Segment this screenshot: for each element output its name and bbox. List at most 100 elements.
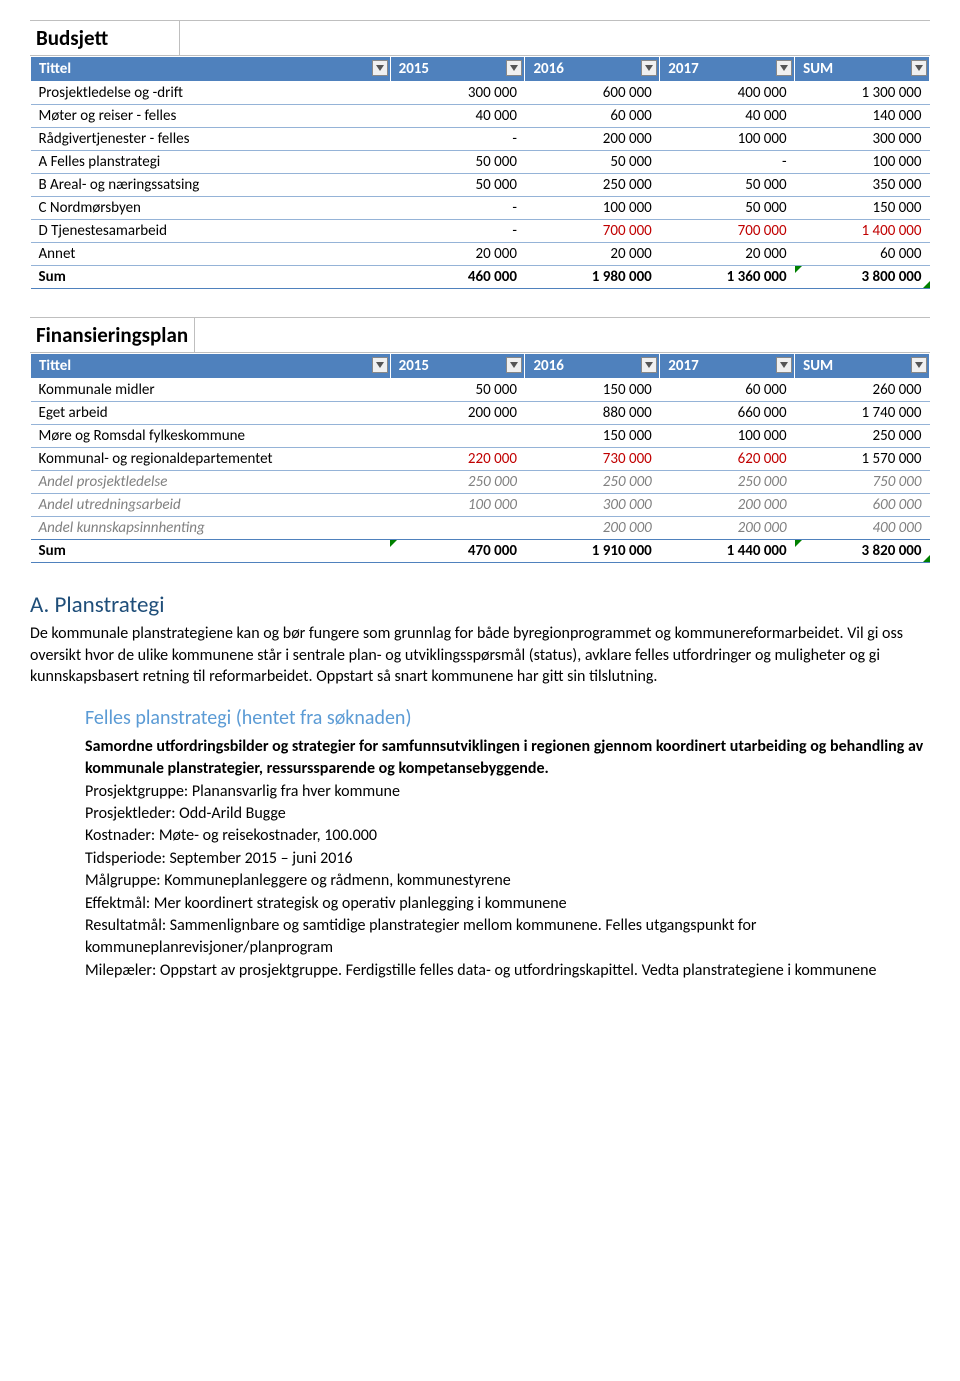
table-cell: 1 980 000 xyxy=(525,266,660,289)
table-cell: Prosjektledelse og -drift xyxy=(31,82,391,105)
table-cell: 60 000 xyxy=(795,243,930,266)
table-cell: Annet xyxy=(31,243,391,266)
section-paragraph: De kommunale planstrategiene kan og bør … xyxy=(30,623,930,688)
bold-intro: Samordne utfordringsbilder og strategier… xyxy=(85,736,930,781)
column-header[interactable]: 2017 xyxy=(660,57,795,82)
table-row: Sum470 0001 910 0001 440 0003 820 000 xyxy=(31,540,930,563)
filter-dropdown-icon[interactable] xyxy=(372,357,388,373)
table-cell: 20 000 xyxy=(390,243,525,266)
table-cell: Kommunal- og regionaldepartementet xyxy=(31,448,391,471)
table-cell: 260 000 xyxy=(795,379,930,402)
table-cell: 700 000 xyxy=(660,220,795,243)
table-row: Kommunale midler50 000150 00060 000260 0… xyxy=(31,379,930,402)
table-cell: 1 910 000 xyxy=(525,540,660,563)
table-cell: 1 300 000 xyxy=(795,82,930,105)
detail-line: Milepæler: Oppstart av prosjektgruppe. F… xyxy=(85,960,930,982)
filter-dropdown-icon[interactable] xyxy=(776,357,792,373)
filter-dropdown-icon[interactable] xyxy=(506,357,522,373)
section-heading: A. Planstrategi xyxy=(30,591,930,619)
table-cell: 220 000 xyxy=(390,448,525,471)
column-header[interactable]: SUM xyxy=(795,57,930,82)
table-cell: 250 000 xyxy=(525,471,660,494)
table-cell: 150 000 xyxy=(795,197,930,220)
table-cell: 150 000 xyxy=(525,425,660,448)
table-cell: 250 000 xyxy=(795,425,930,448)
column-header[interactable]: 2016 xyxy=(525,57,660,82)
table-cell: 300 000 xyxy=(795,128,930,151)
table-cell: Andel utredningsarbeid xyxy=(31,494,391,517)
filter-dropdown-icon[interactable] xyxy=(911,60,927,76)
filter-dropdown-icon[interactable] xyxy=(372,60,388,76)
table-cell: 200 000 xyxy=(660,494,795,517)
table-cell: 100 000 xyxy=(390,494,525,517)
table-cell: Rådgivertjenester - felles xyxy=(31,128,391,151)
table-cell: 40 000 xyxy=(390,105,525,128)
column-header[interactable]: Tittel xyxy=(31,57,391,82)
filter-dropdown-icon[interactable] xyxy=(776,60,792,76)
detail-line: Prosjektgruppe: Planansvarlig fra hver k… xyxy=(85,781,930,803)
table-row: Møre og Romsdal fylkeskommune 150 000100 … xyxy=(31,425,930,448)
table-cell: C Nordmørsbyen xyxy=(31,197,391,220)
table-cell: 20 000 xyxy=(660,243,795,266)
table-cell: 100 000 xyxy=(660,425,795,448)
budget-table-block: Budsjett Tittel201520162017SUMProsjektle… xyxy=(30,20,930,289)
detail-line: Målgruppe: Kommuneplanleggere og rådmenn… xyxy=(85,870,930,892)
table-cell: 50 000 xyxy=(660,197,795,220)
table-cell: 200 000 xyxy=(660,517,795,540)
column-header[interactable]: 2016 xyxy=(525,354,660,379)
table-cell: Møre og Romsdal fylkeskommune xyxy=(31,425,391,448)
table-row: Andel kunnskapsinnhenting200 000200 0004… xyxy=(31,517,930,540)
table-cell: 200 000 xyxy=(390,402,525,425)
table-cell: 600 000 xyxy=(525,82,660,105)
finance-table: Tittel201520162017SUMKommunale midler50 … xyxy=(30,353,930,563)
table-cell: 1 400 000 xyxy=(795,220,930,243)
table-cell: 50 000 xyxy=(390,379,525,402)
sub-section: Felles planstrategi (hentet fra søknaden… xyxy=(85,706,930,982)
filter-dropdown-icon[interactable] xyxy=(641,357,657,373)
table-row: Prosjektledelse og -drift300 000600 0004… xyxy=(31,82,930,105)
table-cell: Sum xyxy=(31,266,391,289)
filter-dropdown-icon[interactable] xyxy=(506,60,522,76)
table-cell: 200 000 xyxy=(525,517,660,540)
table-cell: 600 000 xyxy=(795,494,930,517)
table-row: A Felles planstrategi50 00050 000-100 00… xyxy=(31,151,930,174)
table-cell: 470 000 xyxy=(390,540,525,563)
table-cell: - xyxy=(390,220,525,243)
table-cell: D Tjenestesamarbeid xyxy=(31,220,391,243)
detail-line: Prosjektleder: Odd-Arild Bugge xyxy=(85,803,930,825)
column-header[interactable]: Tittel xyxy=(31,354,391,379)
filter-dropdown-icon[interactable] xyxy=(911,357,927,373)
table-cell: 3 820 000 xyxy=(795,540,930,563)
table-cell: 150 000 xyxy=(525,379,660,402)
table-cell: Møter og reiser - felles xyxy=(31,105,391,128)
column-header[interactable]: 2015 xyxy=(390,354,525,379)
column-header[interactable]: SUM xyxy=(795,354,930,379)
table-row: Andel utredningsarbeid100 000300 000200 … xyxy=(31,494,930,517)
finance-title: Finansieringsplan xyxy=(30,318,195,352)
budget-table: Tittel201520162017SUMProsjektledelse og … xyxy=(30,56,930,289)
table-cell: 100 000 xyxy=(795,151,930,174)
filter-dropdown-icon[interactable] xyxy=(641,60,657,76)
sub-heading: Felles planstrategi (hentet fra søknaden… xyxy=(85,706,930,730)
column-header[interactable]: 2017 xyxy=(660,354,795,379)
table-cell: 140 000 xyxy=(795,105,930,128)
table-row: Andel prosjektledelse250 000250 000250 0… xyxy=(31,471,930,494)
table-cell: 200 000 xyxy=(525,128,660,151)
table-cell: Eget arbeid xyxy=(31,402,391,425)
table-row: Sum460 0001 980 0001 360 0003 800 000 xyxy=(31,266,930,289)
table-cell xyxy=(390,425,525,448)
column-header[interactable]: 2015 xyxy=(390,57,525,82)
table-cell: 60 000 xyxy=(660,379,795,402)
table-cell: 730 000 xyxy=(525,448,660,471)
table-cell: 460 000 xyxy=(390,266,525,289)
table-cell: Andel prosjektledelse xyxy=(31,471,391,494)
table-cell: 1 440 000 xyxy=(660,540,795,563)
table-row: C Nordmørsbyen-100 00050 000150 000 xyxy=(31,197,930,220)
table-cell: 40 000 xyxy=(660,105,795,128)
table-cell: 50 000 xyxy=(390,174,525,197)
table-cell: - xyxy=(390,128,525,151)
table-cell: Sum xyxy=(31,540,391,563)
table-cell: 880 000 xyxy=(525,402,660,425)
table-cell: 1 360 000 xyxy=(660,266,795,289)
table-cell: 750 000 xyxy=(795,471,930,494)
